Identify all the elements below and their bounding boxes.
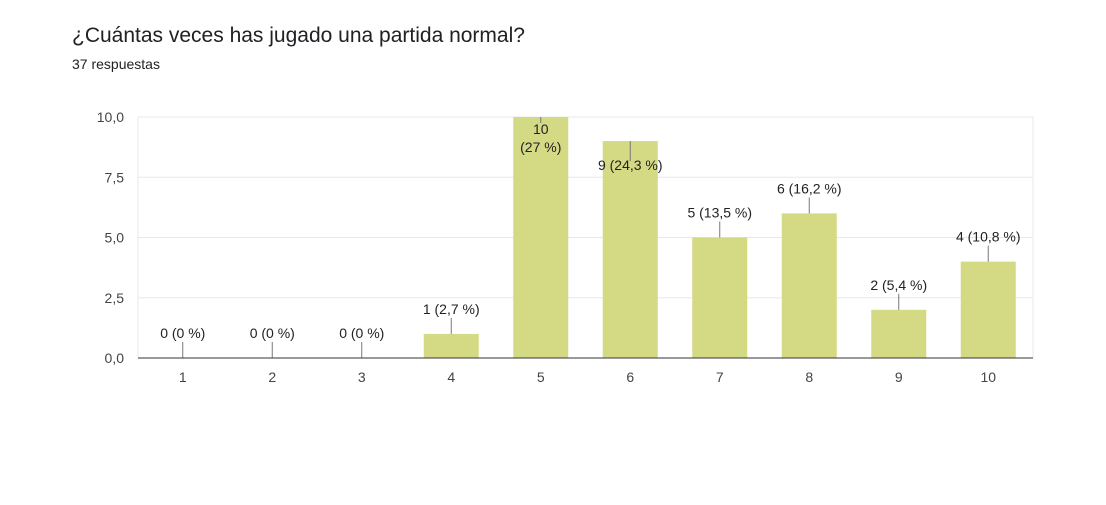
data-label: 6 (16,2 %) [777,180,842,196]
gridlines [137,116,1034,358]
response-count: 37 respuestas [72,56,160,72]
bar [423,333,479,358]
data-label: 4 (10,8 %) [956,229,1021,245]
x-tick-label: 7 [716,369,724,385]
data-label: 9 (24,3 %) [598,157,663,173]
y-tick-label: 7,5 [105,169,125,185]
data-label: 1 (2,7 %) [423,301,480,317]
bar [513,117,569,358]
data-label: 5 (13,5 %) [687,205,752,221]
bar [781,213,837,358]
x-tick-label: 10 [980,369,996,385]
bar [871,309,927,358]
x-tick-label: 6 [626,369,634,385]
x-tick-label: 9 [895,369,903,385]
x-tick-label: 3 [358,369,366,385]
y-tick-label: 2,5 [105,290,125,306]
question-title: ¿Cuántas veces has jugado una partida no… [72,24,525,47]
x-axis-ticks: 1 2 3 4 5 6 7 8 9 10 [179,369,996,385]
y-tick-label: 10,0 [97,109,124,125]
y-axis-ticks: 0,0 2,5 5,0 7,5 10,0 [97,109,124,366]
label-leaders [182,117,989,358]
data-label: 0 (0 %) [250,325,295,341]
data-label: 10 (27 %) [520,121,561,155]
data-label: 2 (5,4 %) [870,277,927,293]
x-tick-label: 5 [537,369,545,385]
x-tick-label: 4 [447,369,455,385]
bars [423,117,1016,358]
data-labels: 0 (0 %) 0 (0 %) 0 (0 %) 1 (2,7 %) 10 (27 %) 9 … [160,121,1020,341]
bar [602,141,658,358]
x-tick-label: 1 [179,369,187,385]
bar [692,237,748,358]
x-tick-label: 8 [805,369,813,385]
y-tick-label: 0,0 [105,350,125,366]
bar [960,261,1016,358]
x-tick-label: 2 [268,369,276,385]
y-tick-label: 5,0 [105,230,125,246]
data-label: 0 (0 %) [339,325,384,341]
data-label: 0 (0 %) [160,325,205,341]
